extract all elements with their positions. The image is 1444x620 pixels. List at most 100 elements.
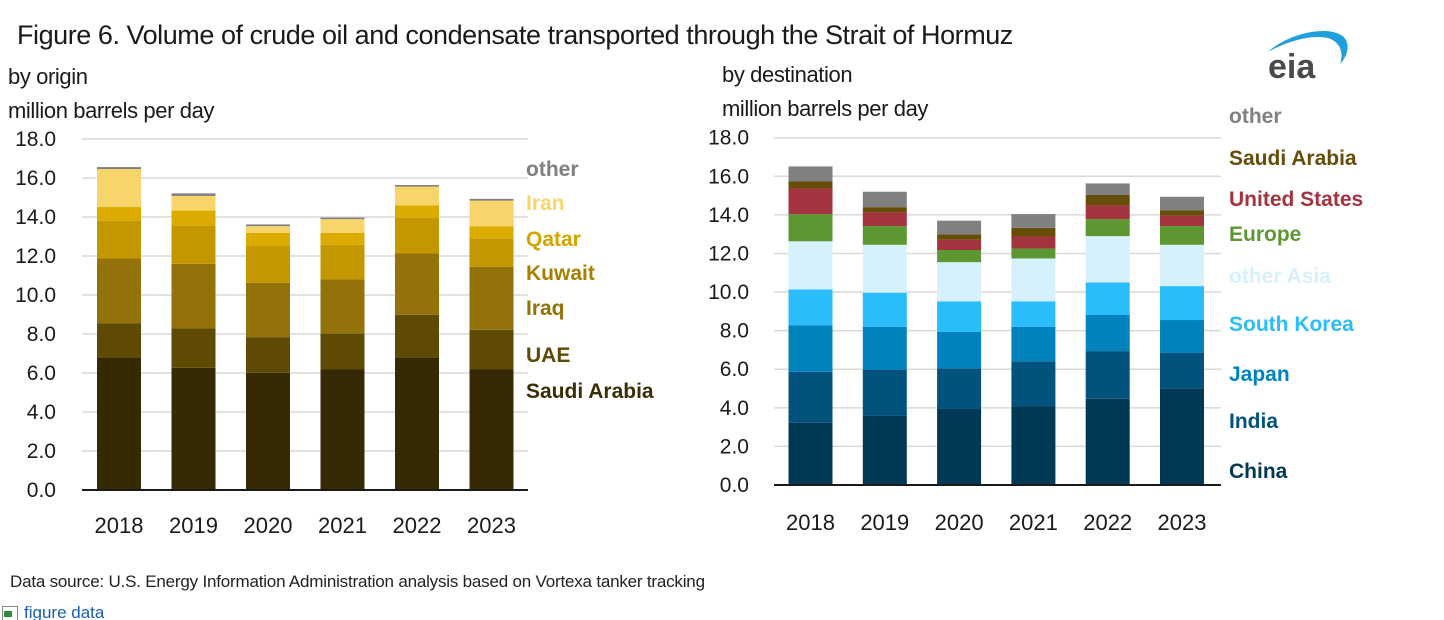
bar-segment-2022-qatar [395, 205, 439, 218]
bar-segment-2023-iran [469, 200, 514, 227]
legend-other: other [1229, 105, 1282, 128]
x-tick-label: 2021 [318, 513, 367, 538]
bar-segment-2019-other [862, 191, 907, 208]
bar-segment-2018-united-states [788, 188, 833, 215]
bar-segment-2019-other-asia [862, 244, 907, 293]
legend-europe: Europe [1229, 223, 1301, 246]
bar-segment-2018-china [788, 422, 833, 485]
bar-segment-2021-other-asia [1011, 258, 1056, 302]
bar-segment-2022-other [1085, 183, 1130, 196]
bar-segment-2021-europe [1011, 248, 1056, 259]
right-chart-ylabel: million barrels per day [722, 96, 928, 121]
legend-united-states: United States [1229, 188, 1363, 211]
bar-segment-2023-saudi-arabia [1160, 210, 1204, 216]
y-tick-label: 4.0 [720, 397, 749, 420]
bar-segment-2023-other [469, 198, 514, 201]
bar-segment-2021-south-korea [1011, 301, 1056, 327]
bar-segment-2021-iran [320, 219, 365, 233]
bar-segment-2021-india [1011, 361, 1056, 407]
bar-segment-2023-europe [1160, 226, 1204, 245]
legend-iran: Iran [526, 192, 565, 215]
bar-segment-2021-iraq [320, 279, 365, 334]
bar-segment-2021-other [1011, 214, 1056, 228]
y-tick-label: 8.0 [720, 320, 749, 343]
bar-segment-2018-europe [788, 214, 833, 242]
legend-saudi-arabia: Saudi Arabia [1229, 147, 1357, 170]
bar-segment-2023-uae [469, 329, 514, 370]
legend-other: other [526, 158, 579, 181]
y-tick-label: 16.0 [708, 165, 749, 188]
legend-india: India [1229, 410, 1278, 433]
y-tick-label: 2.0 [720, 435, 749, 458]
bar-segment-2022-iraq [395, 253, 439, 315]
bar-segment-2022-india [1085, 351, 1130, 399]
eia-logo-text: eia [1268, 48, 1316, 82]
bar-segment-2023-other-asia [1160, 244, 1204, 287]
bar-segment-2022-saudi-arabia [395, 357, 439, 490]
bar-segment-2020-iraq [246, 282, 290, 338]
bar-segment-2020-saudi-arabia [246, 372, 290, 490]
bar-segment-2019-europe [862, 226, 907, 245]
bar-segment-2019-china [862, 415, 907, 485]
bar-segment-2020-china [937, 408, 982, 485]
bar-segment-2023-india [1160, 352, 1204, 389]
x-tick-label: 2023 [1158, 510, 1207, 535]
legend-uae: UAE [526, 344, 570, 367]
bar-segment-2018-uae [97, 323, 141, 358]
bar-segment-2018-kuwait [97, 220, 141, 259]
bar-segment-2020-qatar [246, 232, 290, 247]
bar-segment-2023-china [1160, 388, 1204, 485]
excel-file-icon [2, 606, 18, 620]
bar-segment-2020-uae [246, 337, 290, 373]
bar-segment-2023-south-korea [1160, 286, 1204, 321]
bar-segment-2018-other-asia [788, 241, 833, 290]
bar-segment-2020-other-asia [937, 262, 982, 302]
bar-segment-2018-japan [788, 325, 833, 372]
bar-segment-2018-saudi-arabia [97, 357, 141, 490]
bar-segment-2022-china [1085, 398, 1130, 485]
bar-segment-2019-uae [171, 328, 216, 368]
bar-segment-2020-japan [937, 331, 982, 369]
figure-data-link-text[interactable]: figure data [24, 606, 105, 620]
bar-segment-2019-saudi-arabia [862, 207, 907, 213]
y-tick-label: 6.0 [27, 362, 56, 385]
x-tick-label: 2019 [169, 513, 218, 538]
legend-other-asia: other Asia [1229, 265, 1331, 288]
legend-japan: Japan [1229, 363, 1290, 386]
y-tick-label: 6.0 [720, 358, 749, 381]
y-tick-label: 14.0 [15, 206, 56, 229]
figure-title: Figure 6. Volume of crude oil and conden… [17, 20, 1013, 50]
bar-segment-2022-japan [1085, 315, 1130, 352]
y-tick-label: 16.0 [15, 167, 56, 190]
figure-data-link[interactable]: figure data [2, 606, 104, 620]
bar-segment-2018-iraq [97, 258, 141, 324]
left-chart-subtitle: by origin [8, 64, 88, 89]
x-tick-label: 2020 [244, 513, 293, 538]
bar-segment-2021-saudi-arabia [320, 369, 365, 490]
y-tick-label: 14.0 [708, 204, 749, 227]
x-tick-label: 2022 [393, 513, 442, 538]
x-tick-label: 2019 [860, 510, 909, 535]
bar-segment-2023-japan [1160, 320, 1204, 353]
bar-segment-2018-south-korea [788, 289, 833, 326]
x-tick-label: 2020 [935, 510, 984, 535]
y-tick-label: 8.0 [27, 323, 56, 346]
bar-segment-2023-qatar [469, 226, 514, 239]
bar-segment-2020-other [246, 224, 290, 227]
bar-segment-2019-other [171, 193, 216, 196]
destination-chart: 0.0 2.0 4.0 6.0 8.0 10.0 12.0 14.0 16.0 18.0 2018 2… [708, 105, 1363, 535]
bar-segment-2020-india [937, 368, 982, 409]
bar-segment-2020-iran [246, 226, 290, 233]
eia-logo: eia [1268, 30, 1348, 82]
bar-segment-2023-united-states [1160, 215, 1204, 227]
x-tick-label: 2021 [1009, 510, 1058, 535]
bar-segment-2022-other [395, 185, 439, 187]
bar-segment-2019-india [862, 369, 907, 416]
bar-segment-2021-united-states [1011, 236, 1056, 249]
bar-segment-2019-united-states [862, 212, 907, 227]
bar-segment-2018-saudi-arabia [788, 181, 833, 189]
bar-segment-2022-uae [395, 314, 439, 358]
bar-segment-2021-other [320, 217, 365, 220]
bar-segment-2022-united-states [1085, 205, 1130, 220]
bar-segment-2019-saudi-arabia [171, 367, 216, 490]
